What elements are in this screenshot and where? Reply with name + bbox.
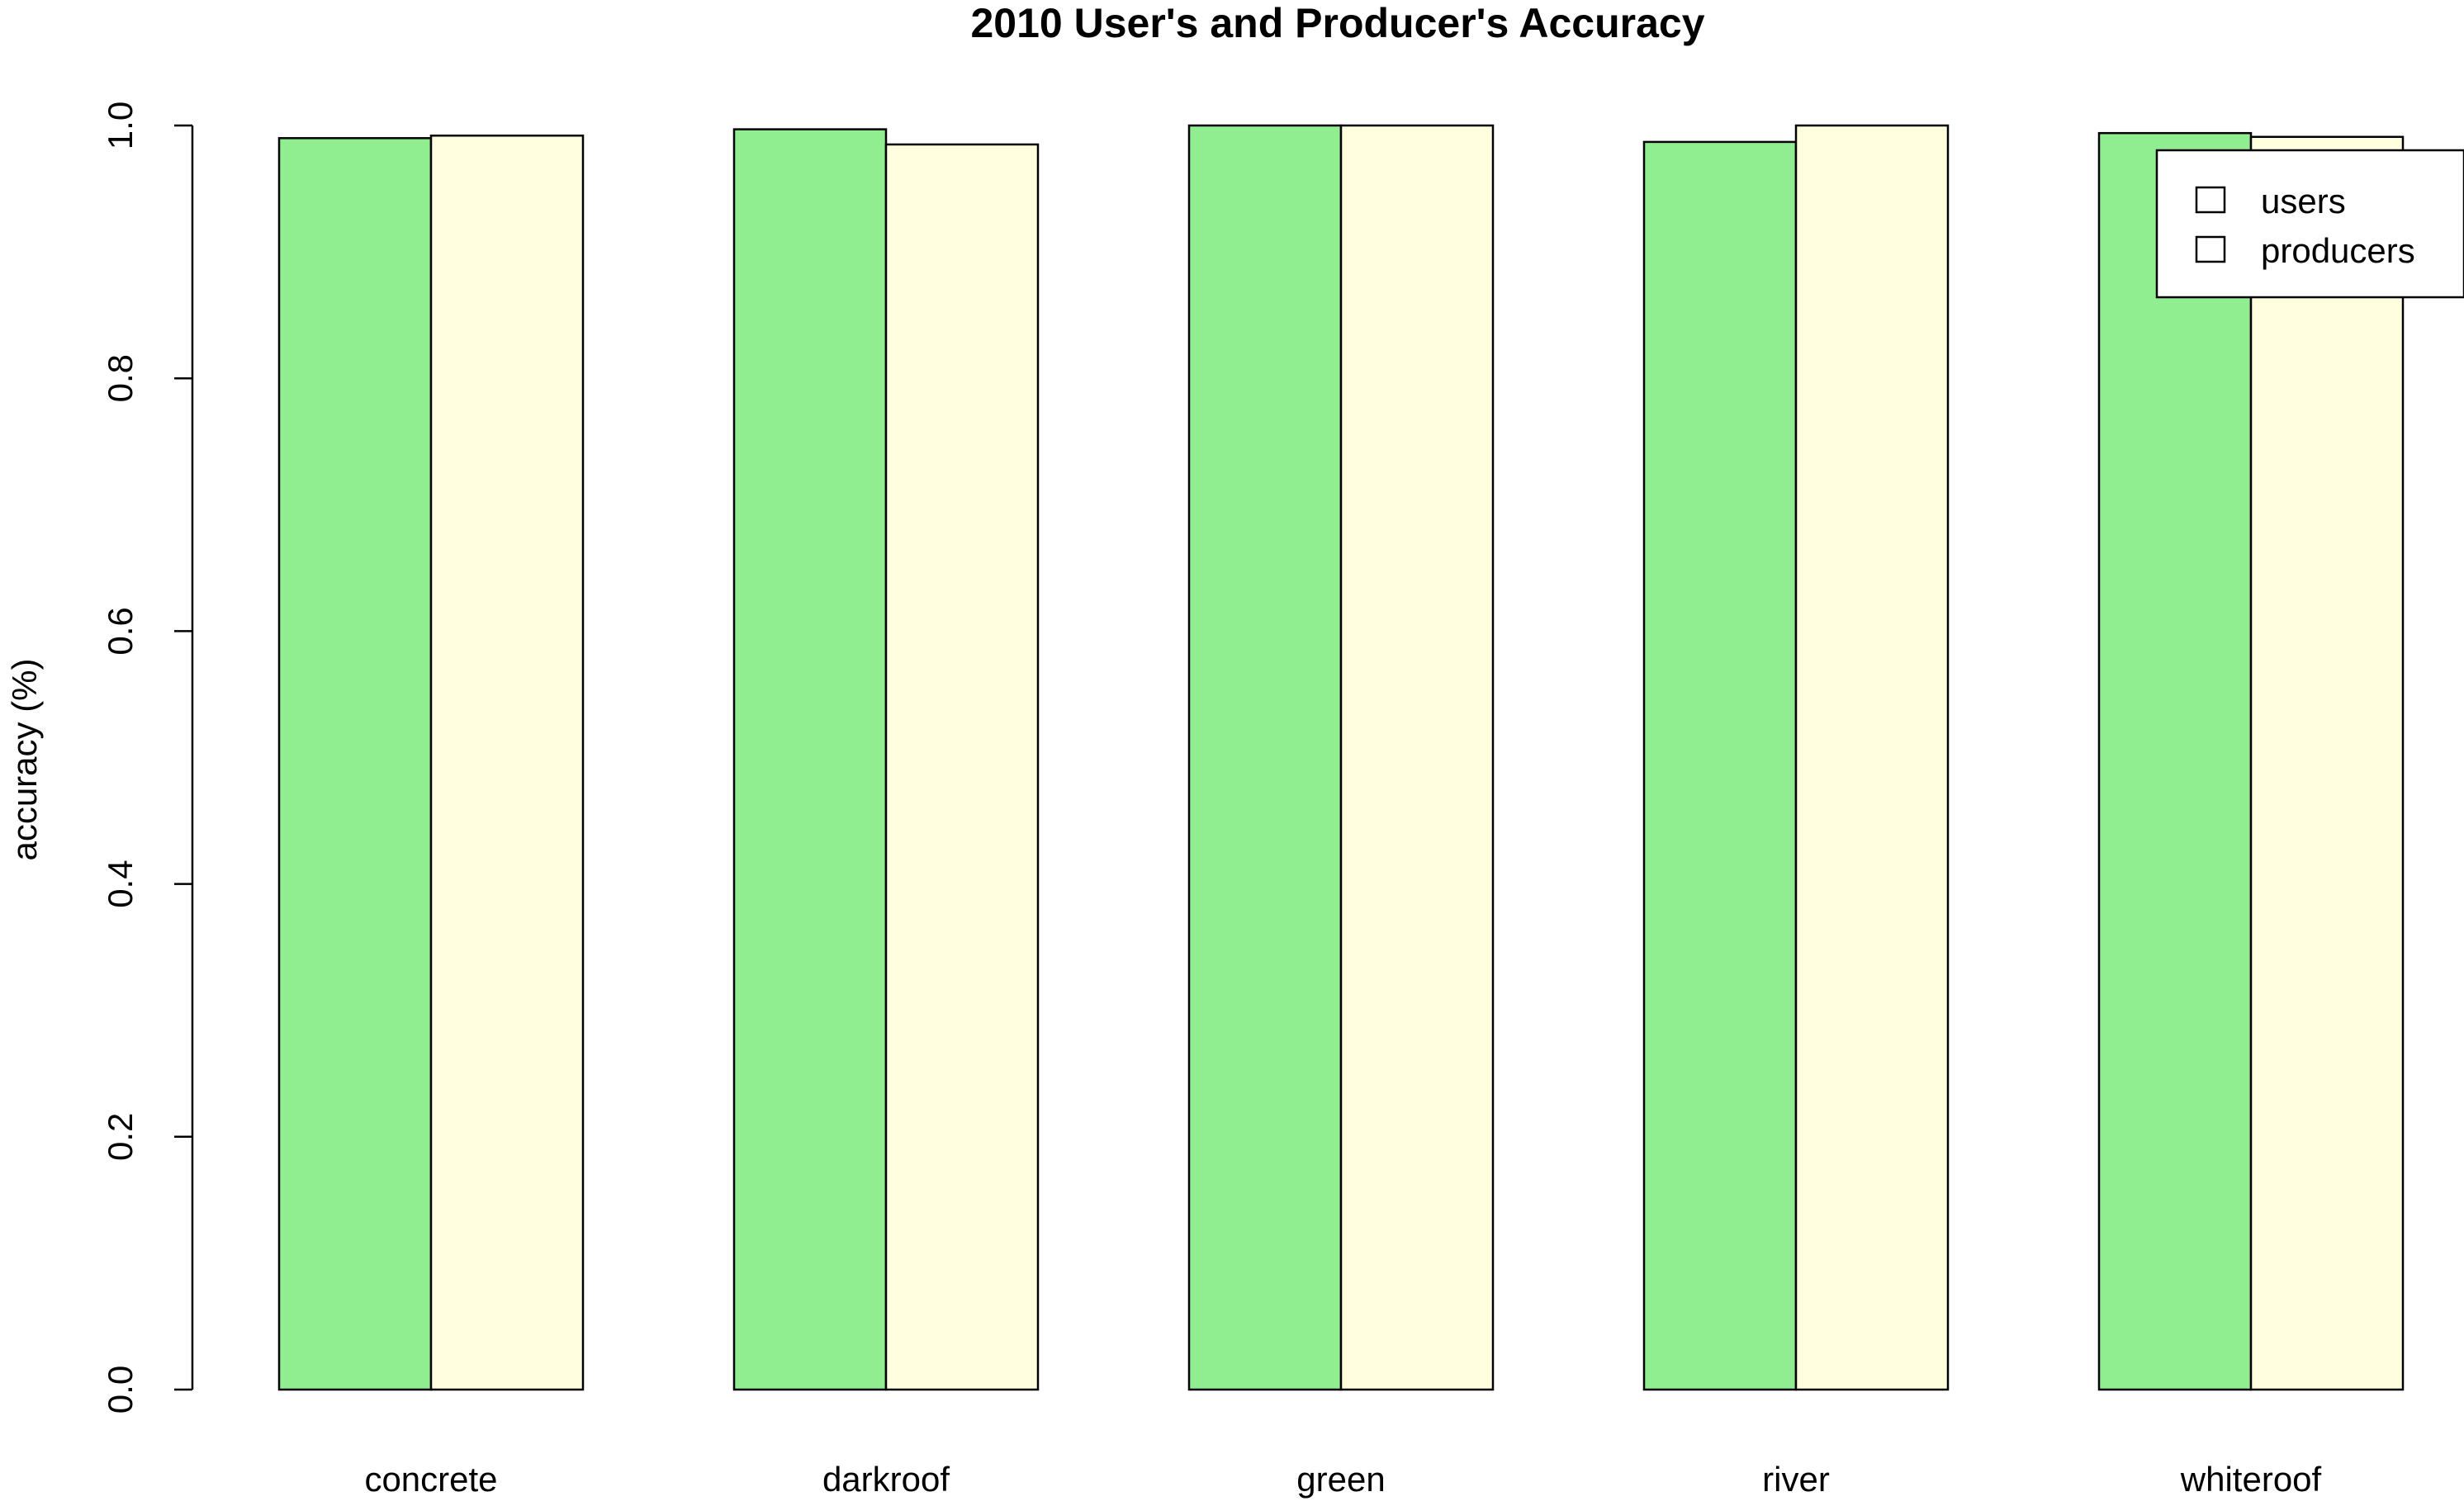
y-tick-label: 1.0 bbox=[101, 102, 140, 149]
y-tick-label: 0.6 bbox=[101, 607, 140, 655]
bar-users-darkroof bbox=[732, 128, 888, 1391]
bar-producers-darkroof bbox=[884, 143, 1040, 1391]
x-tick-label-concrete: concrete bbox=[364, 1460, 497, 1499]
bar-users-green bbox=[1187, 124, 1343, 1391]
chart-title: 2010 User's and Producer's Accuracy bbox=[970, 0, 1704, 46]
y-tick-label: 0.2 bbox=[101, 1113, 140, 1161]
x-tick-label-darkroof: darkroof bbox=[822, 1460, 950, 1499]
bar-producers-whiteroof bbox=[2249, 135, 2405, 1391]
legend-label-users: users bbox=[2261, 182, 2346, 220]
y-tick-label: 0.8 bbox=[101, 354, 140, 402]
bar-users-whiteroof bbox=[2097, 131, 2253, 1391]
bars-group bbox=[277, 124, 2405, 1391]
bar-users-river bbox=[1642, 140, 1798, 1391]
legend-swatch-users bbox=[2195, 186, 2226, 214]
x-tick-label-river: river bbox=[1762, 1460, 1830, 1499]
x-tick-label-green: green bbox=[1296, 1460, 1385, 1499]
legend-box bbox=[2155, 149, 2464, 299]
y-tick-label: 0.4 bbox=[101, 860, 140, 907]
y-axis: 0.0 0.2 0.4 0.6 0.8 1.0 bbox=[101, 102, 194, 1414]
legend-swatch-producers bbox=[2195, 235, 2226, 263]
x-axis-labels: concrete darkroof green river whiteroof bbox=[364, 1460, 2321, 1499]
bar-producers-concrete bbox=[429, 134, 585, 1391]
y-tick-label: 0.0 bbox=[101, 1366, 140, 1414]
legend: users producers bbox=[2155, 149, 2464, 299]
x-tick-label-whiteroof: whiteroof bbox=[2180, 1460, 2322, 1499]
bar-producers-river bbox=[1794, 124, 1950, 1391]
bar-users-concrete bbox=[277, 137, 433, 1391]
y-axis-label: accuracy (%) bbox=[5, 658, 44, 860]
legend-label-producers: producers bbox=[2261, 231, 2415, 270]
bar-producers-green bbox=[1339, 124, 1495, 1391]
